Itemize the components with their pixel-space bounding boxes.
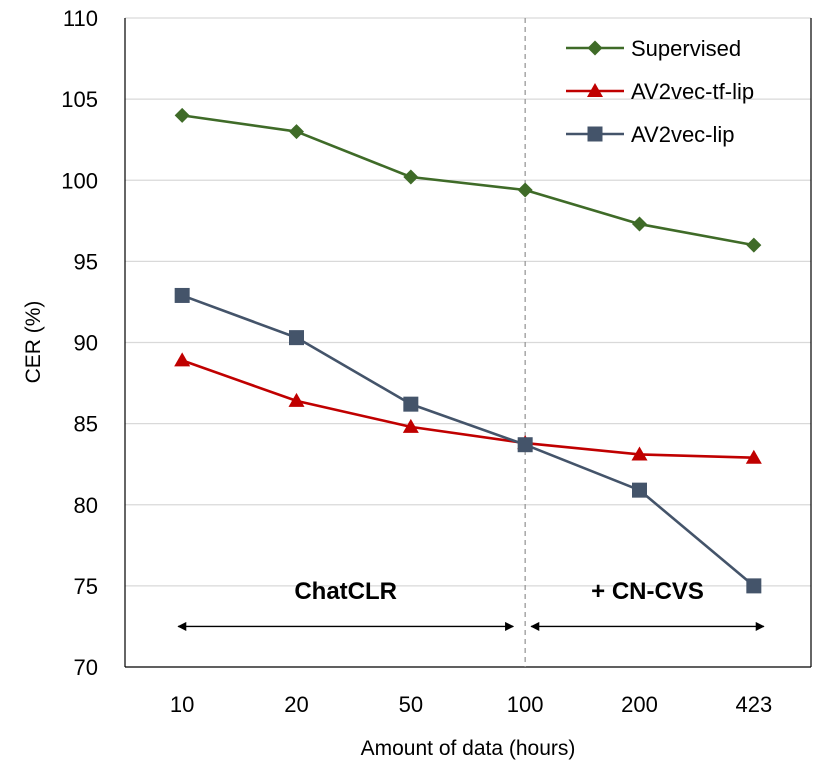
data-point-diamond [587, 40, 603, 56]
data-point-diamond [403, 169, 419, 185]
legend-label: AV2vec-tf-lip [631, 79, 754, 104]
annotations: ChatCLR + CN-CVS [177, 578, 765, 631]
series [174, 107, 762, 594]
axes [124, 18, 812, 668]
data-point-diamond [632, 216, 647, 232]
legend-label: AV2vec-lip [631, 122, 735, 147]
x-axis-title: Amount of data (hours) [361, 737, 576, 760]
data-point-triangle [745, 449, 762, 464]
x-tick-label: 423 [735, 692, 772, 717]
y-tick-label: 70 [74, 655, 98, 680]
data-point-triangle [587, 83, 603, 97]
x-tick-labels: 10 20 50 100 200 423 [170, 692, 772, 717]
x-tick-label: 10 [170, 692, 194, 717]
y-tick-label: 110 [63, 6, 98, 31]
data-point-triangle [288, 392, 305, 407]
data-point-square [289, 330, 304, 346]
y-tick-label: 75 [74, 574, 98, 599]
legend-item: AV2vec-tf-lip [566, 79, 754, 104]
data-point-triangle [402, 418, 419, 433]
data-point-square [517, 437, 533, 453]
legend: Supervised AV2vec-tf-lip AV2vec-lip [566, 36, 754, 147]
annotation-label: ChatCLR [294, 578, 397, 605]
legend-label: Supervised [631, 36, 741, 61]
y-tick-label: 90 [74, 331, 98, 356]
series-supervised [174, 107, 762, 253]
series-line [181, 359, 754, 459]
series-av2vec-lip [174, 287, 762, 594]
x-tick-label: 50 [399, 692, 423, 717]
y-tick-label: 80 [74, 493, 98, 518]
legend-item: Supervised [566, 36, 741, 61]
data-point-diamond [174, 107, 190, 123]
series-line [181, 114, 755, 247]
data-point-square [587, 126, 603, 142]
data-point-square [174, 287, 190, 303]
y-tick-label: 105 [61, 87, 98, 112]
x-tick-label: 200 [621, 692, 658, 717]
data-point-diamond [289, 124, 304, 140]
y-tick-label: 100 [61, 168, 98, 193]
legend-item: AV2vec-lip [566, 122, 735, 147]
data-point-diamond [517, 182, 533, 198]
data-point-square [403, 396, 419, 412]
data-point-square [632, 482, 647, 498]
y-tick-label: 95 [74, 249, 98, 274]
y-tick-label: 85 [74, 412, 98, 437]
x-tick-label: 20 [284, 692, 308, 717]
data-point-square [746, 578, 762, 594]
y-axis-title: CER (%) [22, 301, 45, 384]
series-line [181, 294, 755, 587]
series-av2vec-tf-lip [174, 352, 762, 464]
annotation-label: + CN-CVS [591, 578, 704, 605]
data-point-triangle [174, 352, 191, 367]
data-point-triangle [631, 446, 648, 461]
x-tick-label: 100 [507, 692, 544, 717]
y-tick-labels: 70 75 80 85 90 95 100 105 110 [61, 6, 98, 680]
data-point-diamond [746, 237, 762, 253]
